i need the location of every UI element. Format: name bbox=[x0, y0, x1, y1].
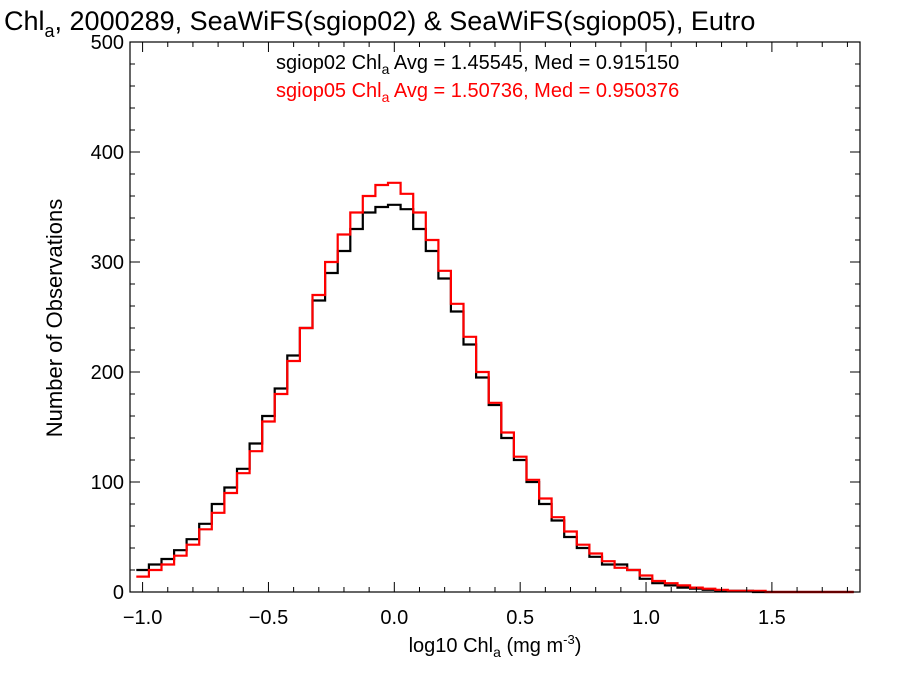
y-tick-label: 200 bbox=[91, 362, 124, 384]
series-sgiop02 bbox=[136, 203, 854, 594]
y-tick-label: 100 bbox=[91, 472, 124, 494]
y-axis-label: Number of Observations bbox=[42, 199, 67, 437]
y-tick-label: 500 bbox=[91, 32, 124, 54]
x-tick-label: 1.5 bbox=[758, 607, 786, 629]
chart-title: Chla, 2000289, SeaWiFS(sgiop02) & SeaWiF… bbox=[4, 6, 755, 41]
x-tick-label: −1.0 bbox=[123, 607, 162, 629]
y-tick-label: 400 bbox=[91, 142, 124, 164]
x-tick-label: 1.0 bbox=[632, 607, 660, 629]
series-layer bbox=[136, 181, 854, 594]
x-tick-label: 0.0 bbox=[380, 607, 408, 629]
axes-layer: −1.0 −0.5 0.0 0.5 1.0 1.5 0 100 200 300 400 500 bbox=[91, 32, 861, 629]
annotation-sgiop02: sgiop02 Chla Avg = 1.45545, Med = 0.9151… bbox=[276, 52, 679, 77]
x-tick-label: −0.5 bbox=[249, 607, 288, 629]
y-tick-label: 0 bbox=[113, 582, 124, 604]
x-tick-label: 0.5 bbox=[506, 607, 534, 629]
series-sgiop05 bbox=[136, 181, 854, 594]
y-tick-label: 300 bbox=[91, 252, 124, 274]
annotation-sgiop05: sgiop05 Chla Avg = 1.50736, Med = 0.9503… bbox=[276, 80, 679, 105]
x-axis-label: log10 Chla (mg m-3) bbox=[409, 632, 582, 660]
plot-frame bbox=[129, 41, 861, 593]
